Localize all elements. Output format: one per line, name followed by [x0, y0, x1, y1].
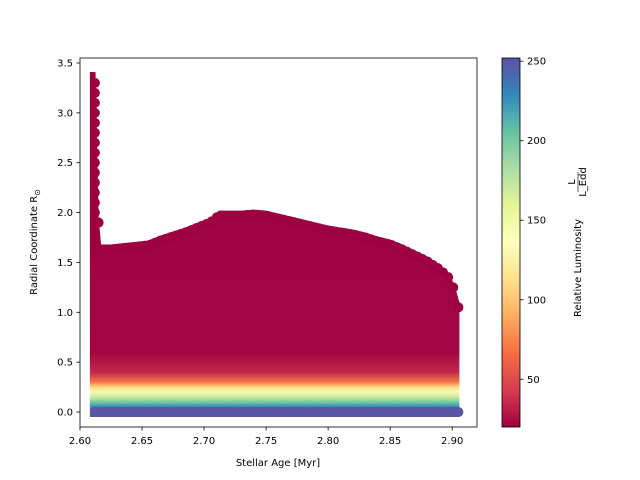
spike-point [89, 157, 100, 168]
spike-point [89, 207, 100, 218]
colorbar-label: Relative Luminosity L L_Edd [567, 167, 589, 317]
plot-area [79, 57, 478, 428]
colorbar-tick-label: 50 [527, 375, 540, 386]
x-tick-label: 2.60 [69, 436, 91, 447]
spike-point [89, 97, 100, 108]
colorbar-ticks: 50 100 150 200 250 [520, 57, 546, 386]
spike-point [89, 117, 100, 128]
colorbar-tick-label: 200 [527, 136, 546, 147]
colorbar-gradient [502, 58, 520, 427]
scatter-marks [89, 77, 464, 418]
spike-point [89, 247, 100, 258]
colorbar-label-numerator: L [567, 179, 578, 185]
spike-point [89, 187, 100, 198]
y-tick-label: 2.5 [57, 158, 73, 169]
y-axis-label-text: Radial Coordinate R [29, 196, 40, 295]
x-tick-label: 2.85 [379, 436, 401, 447]
y-tick-label: 1.5 [57, 258, 73, 269]
x-tick-label: 2.90 [441, 436, 463, 447]
spike-point [89, 177, 100, 188]
y-tick-label: 2.0 [57, 208, 73, 219]
y-tick-label: 3.5 [57, 58, 73, 69]
colorbar-tick-label: 150 [527, 216, 546, 227]
plot-frame [79, 57, 478, 428]
envelope-point [453, 302, 464, 313]
spike-point [89, 237, 100, 248]
x-tick-label: 2.65 [131, 436, 153, 447]
spike-point [89, 77, 100, 88]
x-tick-label: 2.80 [317, 436, 339, 447]
spike-point [89, 107, 100, 118]
envelope-point [443, 272, 454, 283]
x-axis: 2.60 2.65 2.70 2.75 2.80 2.85 2.90 [69, 427, 463, 447]
x-tick-label: 2.70 [193, 436, 215, 447]
spike-point [89, 197, 100, 208]
spike-point [89, 217, 100, 228]
spike-point [89, 147, 100, 158]
y-axis-label-subscript: ⊙ [33, 189, 42, 196]
x-tick-label: 2.75 [255, 436, 277, 447]
spike-point [89, 87, 100, 98]
colorbar-frame [501, 57, 521, 428]
colorbar: 50 100 150 200 250 Relative Luminosity L L_E… [501, 57, 589, 428]
spike-point [89, 127, 100, 138]
colorbar-label-denominator: L_Edd [578, 167, 589, 197]
x-axis-label: Stellar Age [Myr] [236, 458, 320, 469]
envelope-point [448, 282, 459, 293]
y-tick-label: 0.0 [57, 408, 73, 419]
base-point [453, 407, 464, 418]
colorbar-tick-label: 100 [527, 295, 546, 306]
colorbar-tick-label: 250 [527, 57, 546, 68]
y-axis-label: Radial Coordinate R⊙ [29, 189, 42, 295]
colorbar-label-text: Relative Luminosity [573, 219, 584, 317]
y-axis: 0.0 0.5 1.0 1.5 2.0 2.5 3.0 3.5 [57, 58, 80, 419]
y-tick-label: 3.0 [57, 108, 73, 119]
y-tick-label: 0.5 [57, 358, 73, 369]
y-tick-label: 1.0 [57, 308, 73, 319]
spike-point [89, 137, 100, 148]
spike-point [89, 167, 100, 178]
spike-point [89, 227, 100, 238]
